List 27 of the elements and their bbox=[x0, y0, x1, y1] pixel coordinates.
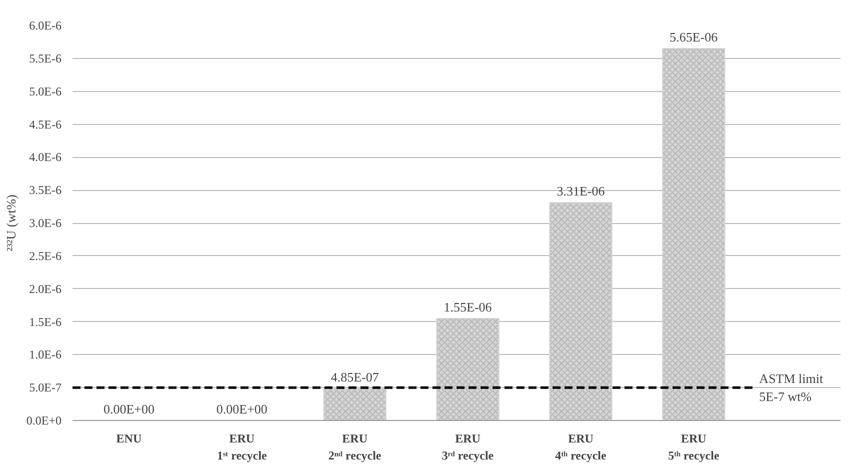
x-tick-label: ERU 4ᵗʰ recycle bbox=[555, 432, 608, 462]
data-label: 4.85E-07 bbox=[330, 370, 380, 385]
data-label: 1.55E-06 bbox=[444, 299, 492, 314]
y-tick-label: 3.0E-6 bbox=[29, 216, 62, 230]
y-tick-label: 4.0E-6 bbox=[29, 150, 62, 164]
y-tick-label: 0.0E+0 bbox=[26, 414, 62, 428]
y-tick-label: 6.0E-6 bbox=[29, 18, 62, 32]
y-tick-label: 4.5E-6 bbox=[29, 117, 62, 132]
x-tick-label: ERU 1ˢᵗ recycle bbox=[216, 432, 268, 462]
y-tick-label: 3.5E-6 bbox=[29, 183, 62, 198]
y-tick-label: 5.5E-6 bbox=[29, 51, 62, 66]
y-tick-label: 1.0E-6 bbox=[29, 348, 62, 362]
x-tick-label: ERU 5ᵗʰ recycle bbox=[668, 432, 720, 462]
y-tick-label: 5.0E-7 bbox=[29, 380, 62, 395]
data-label: 0.00E+00 bbox=[103, 402, 154, 416]
x-tick-label: ERU 2ⁿᵈ recycle bbox=[328, 432, 382, 462]
ref-line-label: ASTM limit 5E-7 wt% bbox=[759, 371, 824, 404]
y-tick-label: 1.5E-6 bbox=[29, 314, 62, 329]
data-label: 3.31E-06 bbox=[556, 184, 606, 199]
data-label: 5.65E-06 bbox=[670, 30, 718, 45]
data-label: 0.00E+00 bbox=[216, 402, 268, 416]
x-tick-label: ENU bbox=[116, 432, 142, 446]
y-tick-label: 2.0E-6 bbox=[29, 282, 62, 296]
x-tick-label: ERU 3ʳᵈ recycle bbox=[442, 432, 494, 462]
y-tick-label: 5.0E-6 bbox=[29, 84, 62, 98]
y-axis-title: ²³²U (wt%) bbox=[3, 194, 18, 252]
y-tick-label: 2.5E-6 bbox=[29, 248, 62, 263]
